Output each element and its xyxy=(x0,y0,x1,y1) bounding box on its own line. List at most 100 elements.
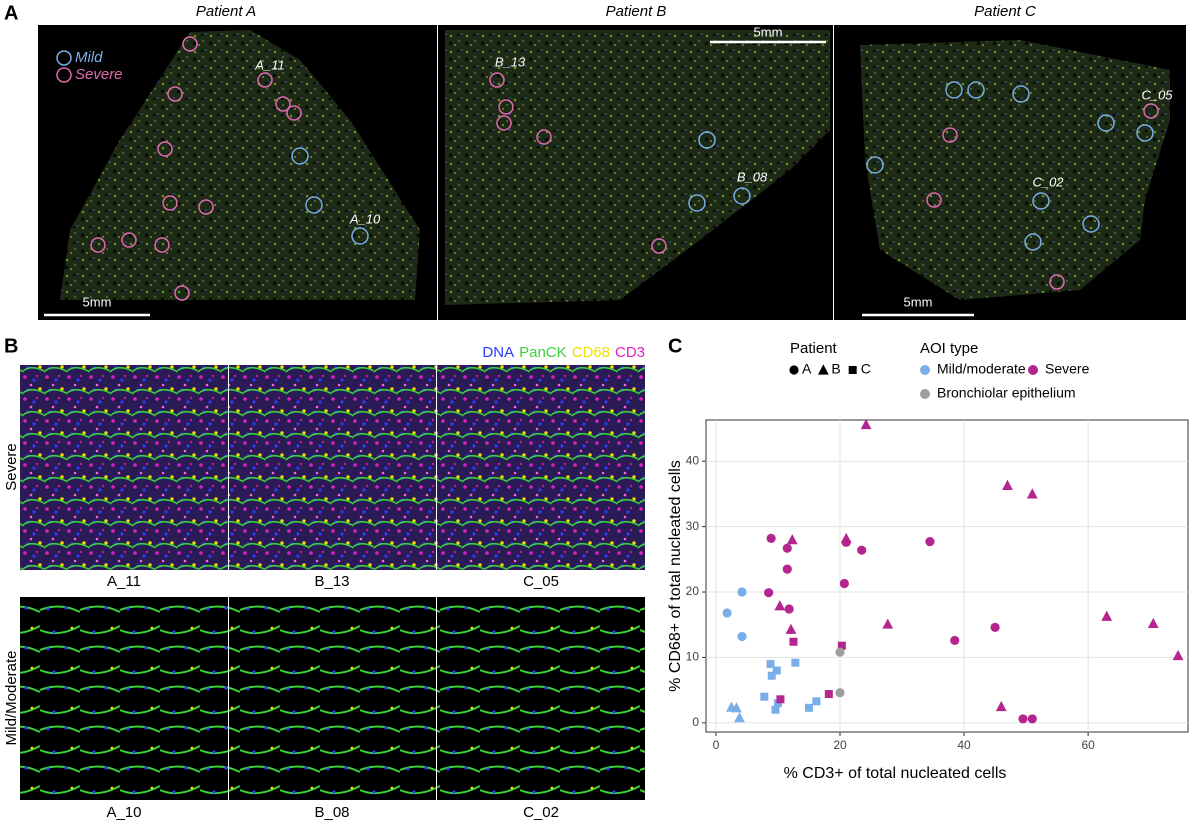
roi-circle xyxy=(257,72,273,88)
row-label: Severe xyxy=(3,443,20,491)
roi-circle xyxy=(305,196,323,214)
x-tick-label: 60 xyxy=(1081,738,1095,752)
legend-title: Patient xyxy=(790,340,838,357)
point xyxy=(766,533,776,543)
legend-label: Severe xyxy=(75,66,123,83)
plot-area xyxy=(705,419,1189,733)
point xyxy=(837,641,846,650)
point xyxy=(839,578,849,589)
point xyxy=(774,600,786,611)
channel-label: CD68 xyxy=(572,344,610,361)
image-label: C_05 xyxy=(523,573,559,590)
legend-title: AOI type xyxy=(920,340,978,357)
point xyxy=(835,688,845,698)
point xyxy=(1002,479,1013,491)
y-tick-label: 40 xyxy=(686,453,700,467)
roi-circle xyxy=(198,199,214,215)
image xyxy=(229,365,436,570)
y-tick-label: 10 xyxy=(686,650,700,664)
roi-circle xyxy=(1082,215,1100,233)
roi-circle xyxy=(945,81,963,99)
roi-circle xyxy=(536,129,552,145)
roi-circle xyxy=(157,141,173,157)
image xyxy=(437,597,645,800)
point xyxy=(771,705,780,714)
roi-circle xyxy=(1049,274,1065,290)
roi-circle xyxy=(167,86,183,102)
point xyxy=(824,690,833,699)
roi-circle xyxy=(182,36,198,52)
roi-circle xyxy=(1143,103,1159,119)
point xyxy=(785,623,797,634)
x-tick-label: 40 xyxy=(957,738,971,752)
legend-marker xyxy=(56,67,72,83)
roi-circle xyxy=(1024,233,1042,251)
tissue xyxy=(445,30,830,305)
point xyxy=(840,532,852,543)
roi-circle xyxy=(967,81,985,99)
image xyxy=(20,365,228,570)
roi-circle xyxy=(651,238,667,254)
point xyxy=(925,537,935,547)
x-axis-label: % CD3+ of total nucleated cells xyxy=(784,765,1007,782)
roi-label: A_10 xyxy=(349,211,381,226)
roi-circle xyxy=(496,115,512,131)
roi-label: B_13 xyxy=(495,54,526,69)
roi-circle xyxy=(351,227,369,245)
tissue xyxy=(60,30,420,300)
point xyxy=(786,534,798,545)
roi-circle xyxy=(1012,85,1030,103)
panel-label: B xyxy=(4,335,18,357)
image-label: A_10 xyxy=(106,804,141,821)
point xyxy=(737,587,747,597)
legend-marker xyxy=(1028,365,1038,375)
point xyxy=(772,666,781,675)
roi-circle xyxy=(90,237,106,253)
image-title: Patient C xyxy=(974,3,1036,20)
image-label: B_13 xyxy=(314,573,349,590)
roi-circle xyxy=(866,156,884,174)
point xyxy=(860,418,872,430)
y-tick-label: 0 xyxy=(692,715,699,729)
point xyxy=(995,700,1007,712)
roi-label: C_05 xyxy=(1141,87,1173,102)
legend-marker xyxy=(920,365,930,375)
channel-label: DNA xyxy=(482,344,514,361)
image-title: Patient A xyxy=(196,3,256,20)
point xyxy=(950,635,960,646)
roi-circle xyxy=(291,147,309,165)
channel-label: PanCK xyxy=(519,344,567,361)
roi-circle xyxy=(1136,124,1154,142)
channel-label: CD3 xyxy=(615,344,645,361)
row-label: Mild/Moderate xyxy=(3,650,20,745)
point xyxy=(730,702,742,713)
x-tick-label: 20 xyxy=(833,738,847,752)
legend-label: A xyxy=(802,361,812,377)
point xyxy=(835,647,845,657)
roi-label: B_08 xyxy=(737,169,768,184)
point xyxy=(766,659,775,668)
point xyxy=(734,712,745,723)
point xyxy=(784,604,794,614)
image xyxy=(229,597,436,800)
roi-circle xyxy=(275,96,291,112)
roi-circle xyxy=(489,72,505,88)
legend-marker xyxy=(56,50,72,66)
scale-label: 5mm xyxy=(904,294,933,309)
point xyxy=(722,608,732,618)
point xyxy=(882,618,894,629)
image xyxy=(20,597,228,800)
x-tick-label: 0 xyxy=(713,738,720,752)
scale-label: 5mm xyxy=(754,24,783,39)
panel-label: C xyxy=(668,335,682,357)
point xyxy=(767,671,776,680)
roi-circle xyxy=(154,237,170,253)
roi-circle xyxy=(286,105,302,121)
image-label: B_08 xyxy=(314,804,349,821)
roi-label: A_11 xyxy=(254,57,284,72)
legend-marker xyxy=(789,365,799,375)
y-axis-label: % CD68+ of total nucleated cells xyxy=(667,460,684,692)
roi-circle xyxy=(942,127,958,143)
point xyxy=(776,695,785,704)
